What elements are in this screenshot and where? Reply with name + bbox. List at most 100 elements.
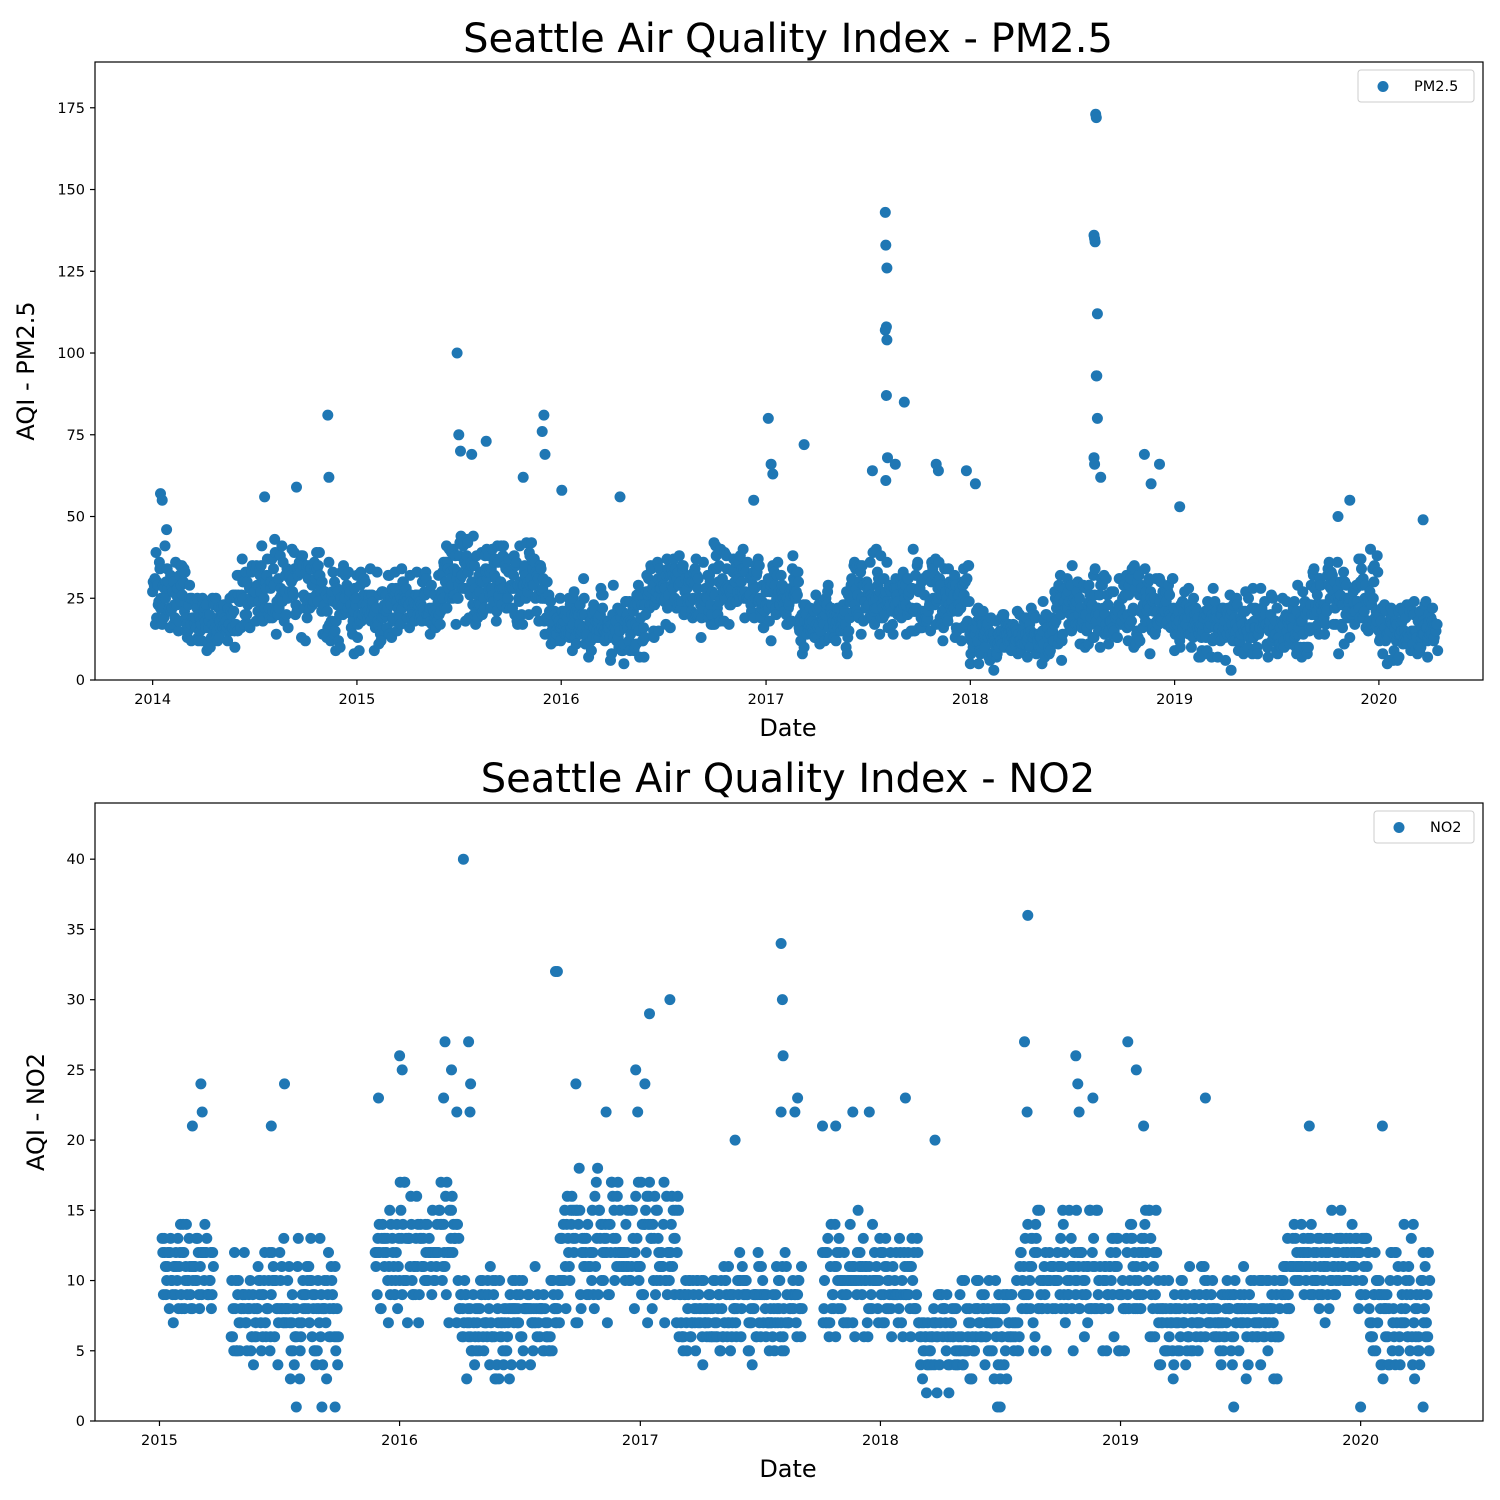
data-point xyxy=(911,1289,923,1301)
data-point xyxy=(423,1232,435,1244)
data-point xyxy=(556,484,568,496)
legend-label: NO2 xyxy=(1430,820,1462,836)
data-point xyxy=(1277,1275,1289,1286)
data-point xyxy=(614,1204,626,1216)
data-point xyxy=(441,1176,453,1188)
data-point xyxy=(578,573,590,585)
data-point xyxy=(1030,1218,1042,1230)
data-point xyxy=(798,439,810,451)
data-point xyxy=(1080,1289,1092,1301)
data-point xyxy=(278,1232,290,1244)
data-point xyxy=(855,628,867,640)
data-point xyxy=(910,1303,922,1315)
data-point xyxy=(748,1303,760,1315)
data-point xyxy=(657,1218,669,1230)
data-point xyxy=(588,1303,600,1315)
data-point xyxy=(861,1317,873,1329)
data-point xyxy=(607,579,619,591)
data-point xyxy=(1139,563,1151,575)
data-point xyxy=(267,1261,279,1272)
data-point xyxy=(563,1261,575,1272)
y-tick-label: 150 xyxy=(57,183,85,199)
data-point xyxy=(434,1204,446,1216)
data-point xyxy=(928,1303,940,1315)
data-point xyxy=(729,1134,741,1146)
data-point xyxy=(241,609,253,621)
data-point xyxy=(924,1345,936,1357)
data-point xyxy=(343,566,354,578)
data-point xyxy=(502,592,514,604)
data-point xyxy=(544,1331,556,1343)
data-point xyxy=(600,1106,612,1118)
data-point xyxy=(554,592,566,604)
data-point xyxy=(730,1317,742,1329)
data-point xyxy=(413,1317,425,1329)
data-point xyxy=(394,1050,406,1062)
data-point xyxy=(862,1331,874,1343)
data-point xyxy=(296,1317,308,1329)
data-point xyxy=(767,1331,779,1343)
y-tick-label: 15 xyxy=(67,1203,85,1219)
data-point xyxy=(1059,1317,1071,1329)
data-point xyxy=(640,1247,652,1258)
data-point xyxy=(950,1303,962,1315)
data-point xyxy=(575,1303,587,1315)
data-point xyxy=(1431,618,1443,630)
data-point xyxy=(1163,1275,1175,1286)
data-point xyxy=(529,1261,541,1272)
data-point xyxy=(1340,579,1352,591)
data-point xyxy=(542,1317,554,1329)
data-point xyxy=(1142,1275,1154,1286)
data-point xyxy=(455,445,466,457)
legend-marker xyxy=(1377,81,1389,92)
data-point xyxy=(598,1275,609,1286)
data-point xyxy=(632,1106,644,1118)
data-point xyxy=(375,1303,387,1315)
data-point xyxy=(526,537,537,549)
data-point xyxy=(590,1261,602,1272)
data-point xyxy=(539,448,551,460)
data-point xyxy=(1225,664,1237,676)
data-point xyxy=(844,1218,856,1230)
data-point xyxy=(1302,641,1314,653)
legend-marker xyxy=(1393,822,1405,833)
data-point xyxy=(881,334,893,346)
data-point xyxy=(638,1289,650,1301)
data-point xyxy=(917,1373,928,1385)
x-tick-label: 2015 xyxy=(141,1433,178,1449)
data-point xyxy=(301,612,313,624)
chart-title: Seattle Air Quality Index - NO2 xyxy=(481,756,1095,802)
data-point xyxy=(327,566,339,578)
data-point xyxy=(1174,641,1186,653)
data-point xyxy=(453,1232,465,1244)
data-point xyxy=(830,1331,842,1343)
data-point xyxy=(330,1345,342,1357)
data-point xyxy=(402,1317,413,1329)
data-point xyxy=(755,1261,767,1272)
data-point xyxy=(618,658,630,670)
data-point xyxy=(1112,632,1123,643)
legend-frame xyxy=(1373,810,1475,844)
data-point xyxy=(630,1064,642,1076)
data-point xyxy=(911,1232,923,1244)
data-point xyxy=(907,543,919,555)
data-point xyxy=(265,1120,277,1132)
data-point xyxy=(589,1190,601,1202)
data-point xyxy=(1398,1218,1410,1230)
data-point xyxy=(1111,1261,1123,1272)
data-point xyxy=(395,1204,407,1216)
data-point xyxy=(436,1275,448,1286)
data-point xyxy=(1419,1303,1430,1315)
x-tick-label: 2016 xyxy=(543,692,580,708)
data-point xyxy=(488,1289,500,1301)
data-point xyxy=(735,576,747,588)
data-point xyxy=(1138,448,1150,460)
data-point xyxy=(1207,1275,1219,1286)
data-point xyxy=(331,1303,343,1315)
data-point xyxy=(1427,602,1439,614)
data-point xyxy=(1344,494,1356,506)
data-point xyxy=(692,582,704,594)
data-point xyxy=(553,1317,565,1329)
data-point xyxy=(450,618,462,630)
data-point xyxy=(894,1232,905,1244)
